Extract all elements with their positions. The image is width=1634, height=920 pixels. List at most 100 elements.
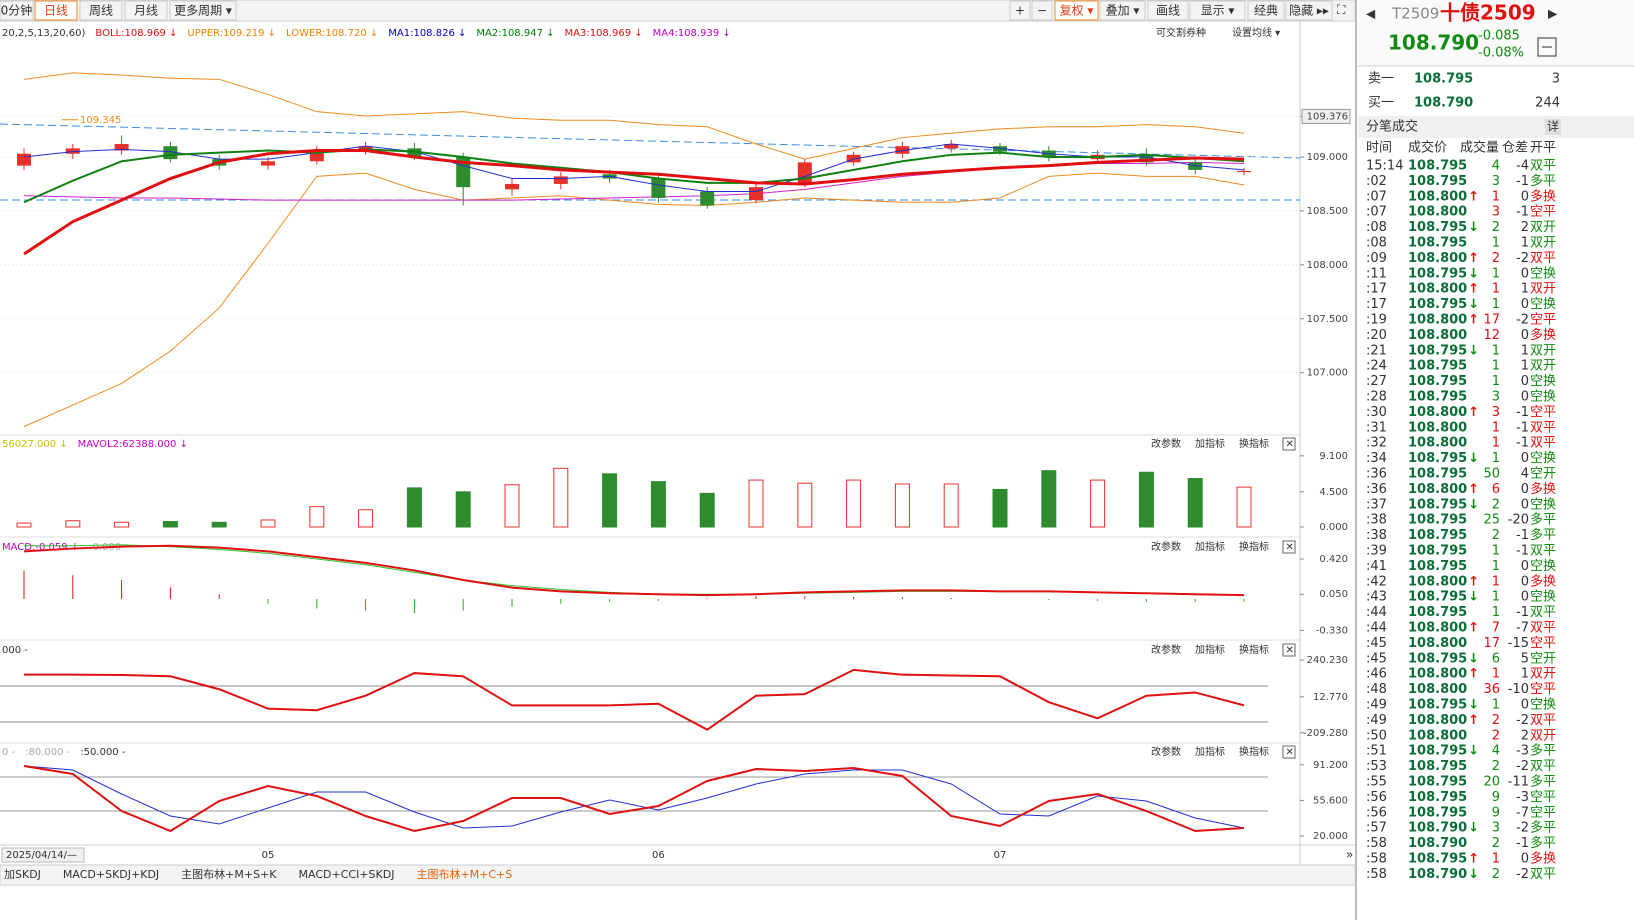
trade-diff: 0 bbox=[1521, 698, 1529, 713]
close-icon: ✕ bbox=[1286, 747, 1294, 758]
trade-type: 空平 bbox=[1530, 313, 1556, 328]
toolbar-button[interactable] bbox=[0, 0, 34, 21]
next-arrow[interactable]: ▶ bbox=[1548, 7, 1558, 21]
trade-time: :58 bbox=[1366, 836, 1387, 851]
close-button[interactable] bbox=[1282, 437, 1296, 451]
toolbar-label[interactable]: 画线 bbox=[1156, 4, 1180, 18]
toolbar-label[interactable]: 叠加 ▾ bbox=[1106, 4, 1140, 18]
chart-button[interactable]: 可交割券种 bbox=[1156, 26, 1206, 39]
volume-bar bbox=[553, 467, 569, 528]
trade-dir: ↓ bbox=[1468, 220, 1479, 235]
candle-body bbox=[700, 191, 715, 206]
toolbar-button[interactable] bbox=[1031, 0, 1053, 21]
trade-price: 108.795 bbox=[1408, 559, 1467, 574]
scroll-arrow[interactable]: » bbox=[1346, 848, 1353, 862]
toolbar-label[interactable]: 复权 ▾ bbox=[1060, 4, 1094, 18]
toolbar-label[interactable]: 隐藏 ▸▸ bbox=[1289, 4, 1329, 18]
toolbar-button[interactable] bbox=[1189, 0, 1246, 21]
close-button[interactable] bbox=[1282, 745, 1296, 759]
collapse-box[interactable] bbox=[1537, 37, 1557, 57]
trade-dir: ↓ bbox=[1468, 343, 1479, 358]
trade-diff: 0 bbox=[1521, 328, 1529, 343]
toolbar-label[interactable]: − bbox=[1037, 4, 1047, 18]
trade-price: 108.800 bbox=[1408, 189, 1467, 204]
trade-price: 108.800 bbox=[1408, 682, 1467, 697]
toolbar-button[interactable] bbox=[79, 0, 123, 21]
close-icon: ✕ bbox=[1286, 542, 1294, 553]
toolbar-label[interactable]: 日线 bbox=[44, 4, 68, 18]
trade-type: 空开 bbox=[1530, 467, 1556, 482]
tab[interactable]: 主图布林+M+S+K bbox=[181, 867, 277, 881]
fullscreen-icon[interactable]: ⛶ bbox=[1336, 3, 1346, 17]
trade-time: :46 bbox=[1366, 667, 1387, 682]
quote-header bbox=[1358, 0, 1634, 66]
toolbar-label[interactable]: 更多周期 ▾ bbox=[174, 4, 232, 18]
trade-diff: -20 bbox=[1508, 513, 1529, 528]
y-tick-label: 9.100 bbox=[1319, 451, 1348, 462]
trade-diff: -15 bbox=[1508, 636, 1529, 651]
trade-type: 空平 bbox=[1530, 805, 1556, 820]
toolbar-label[interactable]: 周线 bbox=[89, 4, 113, 18]
toolbar-button[interactable] bbox=[1247, 0, 1285, 21]
toolbar-label[interactable]: 0分钟 bbox=[1, 3, 33, 18]
toolbar-label[interactable]: 月线 bbox=[134, 4, 158, 18]
x-tick-label: 05 bbox=[262, 850, 275, 861]
detail-button[interactable] bbox=[1545, 119, 1561, 135]
trade-diff: -1 bbox=[1516, 405, 1529, 420]
candle-body bbox=[895, 146, 910, 154]
panel-button[interactable]: 改参数 bbox=[1151, 540, 1181, 553]
panel-button[interactable]: 换指标 bbox=[1239, 745, 1269, 758]
trade-volume: 9 bbox=[1492, 805, 1500, 820]
trade-type: 空换 bbox=[1530, 497, 1556, 512]
toolbar-button[interactable] bbox=[124, 0, 168, 21]
trade-time: :49 bbox=[1366, 698, 1387, 713]
detail-label[interactable]: 详 bbox=[1547, 119, 1559, 134]
tab[interactable]: MACD+CCI+SKDJ bbox=[299, 868, 395, 881]
trade-diff: -2 bbox=[1516, 313, 1529, 328]
candle-body bbox=[1139, 154, 1154, 163]
panel-button[interactable]: 换指标 bbox=[1239, 540, 1269, 553]
toolbar-button[interactable] bbox=[1147, 0, 1189, 21]
panel-button[interactable]: 加指标 bbox=[1195, 437, 1225, 450]
trade-type: 多平 bbox=[1530, 173, 1556, 189]
toolbar-button[interactable] bbox=[34, 0, 78, 21]
trade-diff: 2 bbox=[1521, 220, 1529, 235]
panel-button[interactable]: 加指标 bbox=[1195, 745, 1225, 758]
column-header: 仓差 bbox=[1502, 141, 1528, 156]
trade-dir: ↑ bbox=[1468, 667, 1479, 682]
trade-dir: ↑ bbox=[1468, 313, 1479, 328]
close-button[interactable] bbox=[1282, 540, 1296, 554]
toolbar-button[interactable] bbox=[1009, 0, 1031, 21]
tab[interactable]: 主图布林+M+C+S bbox=[416, 867, 512, 881]
panel-button[interactable]: 改参数 bbox=[1151, 745, 1181, 758]
tab[interactable]: MACD+SKDJ+KDJ bbox=[63, 868, 159, 881]
toolbar-button[interactable] bbox=[1099, 0, 1146, 21]
toolbar-button[interactable] bbox=[1285, 0, 1333, 21]
toolbar-label[interactable]: 显示 ▾ bbox=[1201, 4, 1235, 18]
volume-bar bbox=[162, 521, 178, 528]
y-tick-label: 12.770 bbox=[1313, 692, 1348, 703]
trade-time: :38 bbox=[1366, 513, 1387, 528]
panel-button[interactable]: 换指标 bbox=[1239, 643, 1269, 656]
panel-button[interactable]: 换指标 bbox=[1239, 437, 1269, 450]
chart-button[interactable]: 设置均线 ▾ bbox=[1232, 26, 1280, 39]
trade-type: 双开 bbox=[1530, 667, 1556, 682]
panel-button[interactable]: 改参数 bbox=[1151, 643, 1181, 656]
close-button[interactable] bbox=[1282, 643, 1296, 657]
trade-time: :55 bbox=[1366, 775, 1387, 790]
panel-button[interactable]: 加指标 bbox=[1195, 540, 1225, 553]
trade-dir: ↓ bbox=[1468, 744, 1479, 759]
toolbar-button[interactable] bbox=[1054, 0, 1099, 21]
tab[interactable]: 加SKDJ bbox=[4, 868, 41, 881]
toolbar-label[interactable]: + bbox=[1015, 4, 1025, 18]
trade-volume: 1 bbox=[1492, 374, 1500, 389]
trade-time: :11 bbox=[1366, 266, 1387, 281]
panel-button[interactable]: 加指标 bbox=[1195, 643, 1225, 656]
toolbar-button[interactable] bbox=[169, 0, 237, 21]
toolbar-label[interactable]: 经典 bbox=[1254, 4, 1278, 18]
trade-time: :42 bbox=[1366, 574, 1387, 589]
panel-button[interactable]: 改参数 bbox=[1151, 437, 1181, 450]
ask-volume: 3 bbox=[1552, 72, 1560, 87]
prev-arrow[interactable]: ◀ bbox=[1366, 7, 1376, 21]
volume-bar bbox=[211, 521, 227, 528]
